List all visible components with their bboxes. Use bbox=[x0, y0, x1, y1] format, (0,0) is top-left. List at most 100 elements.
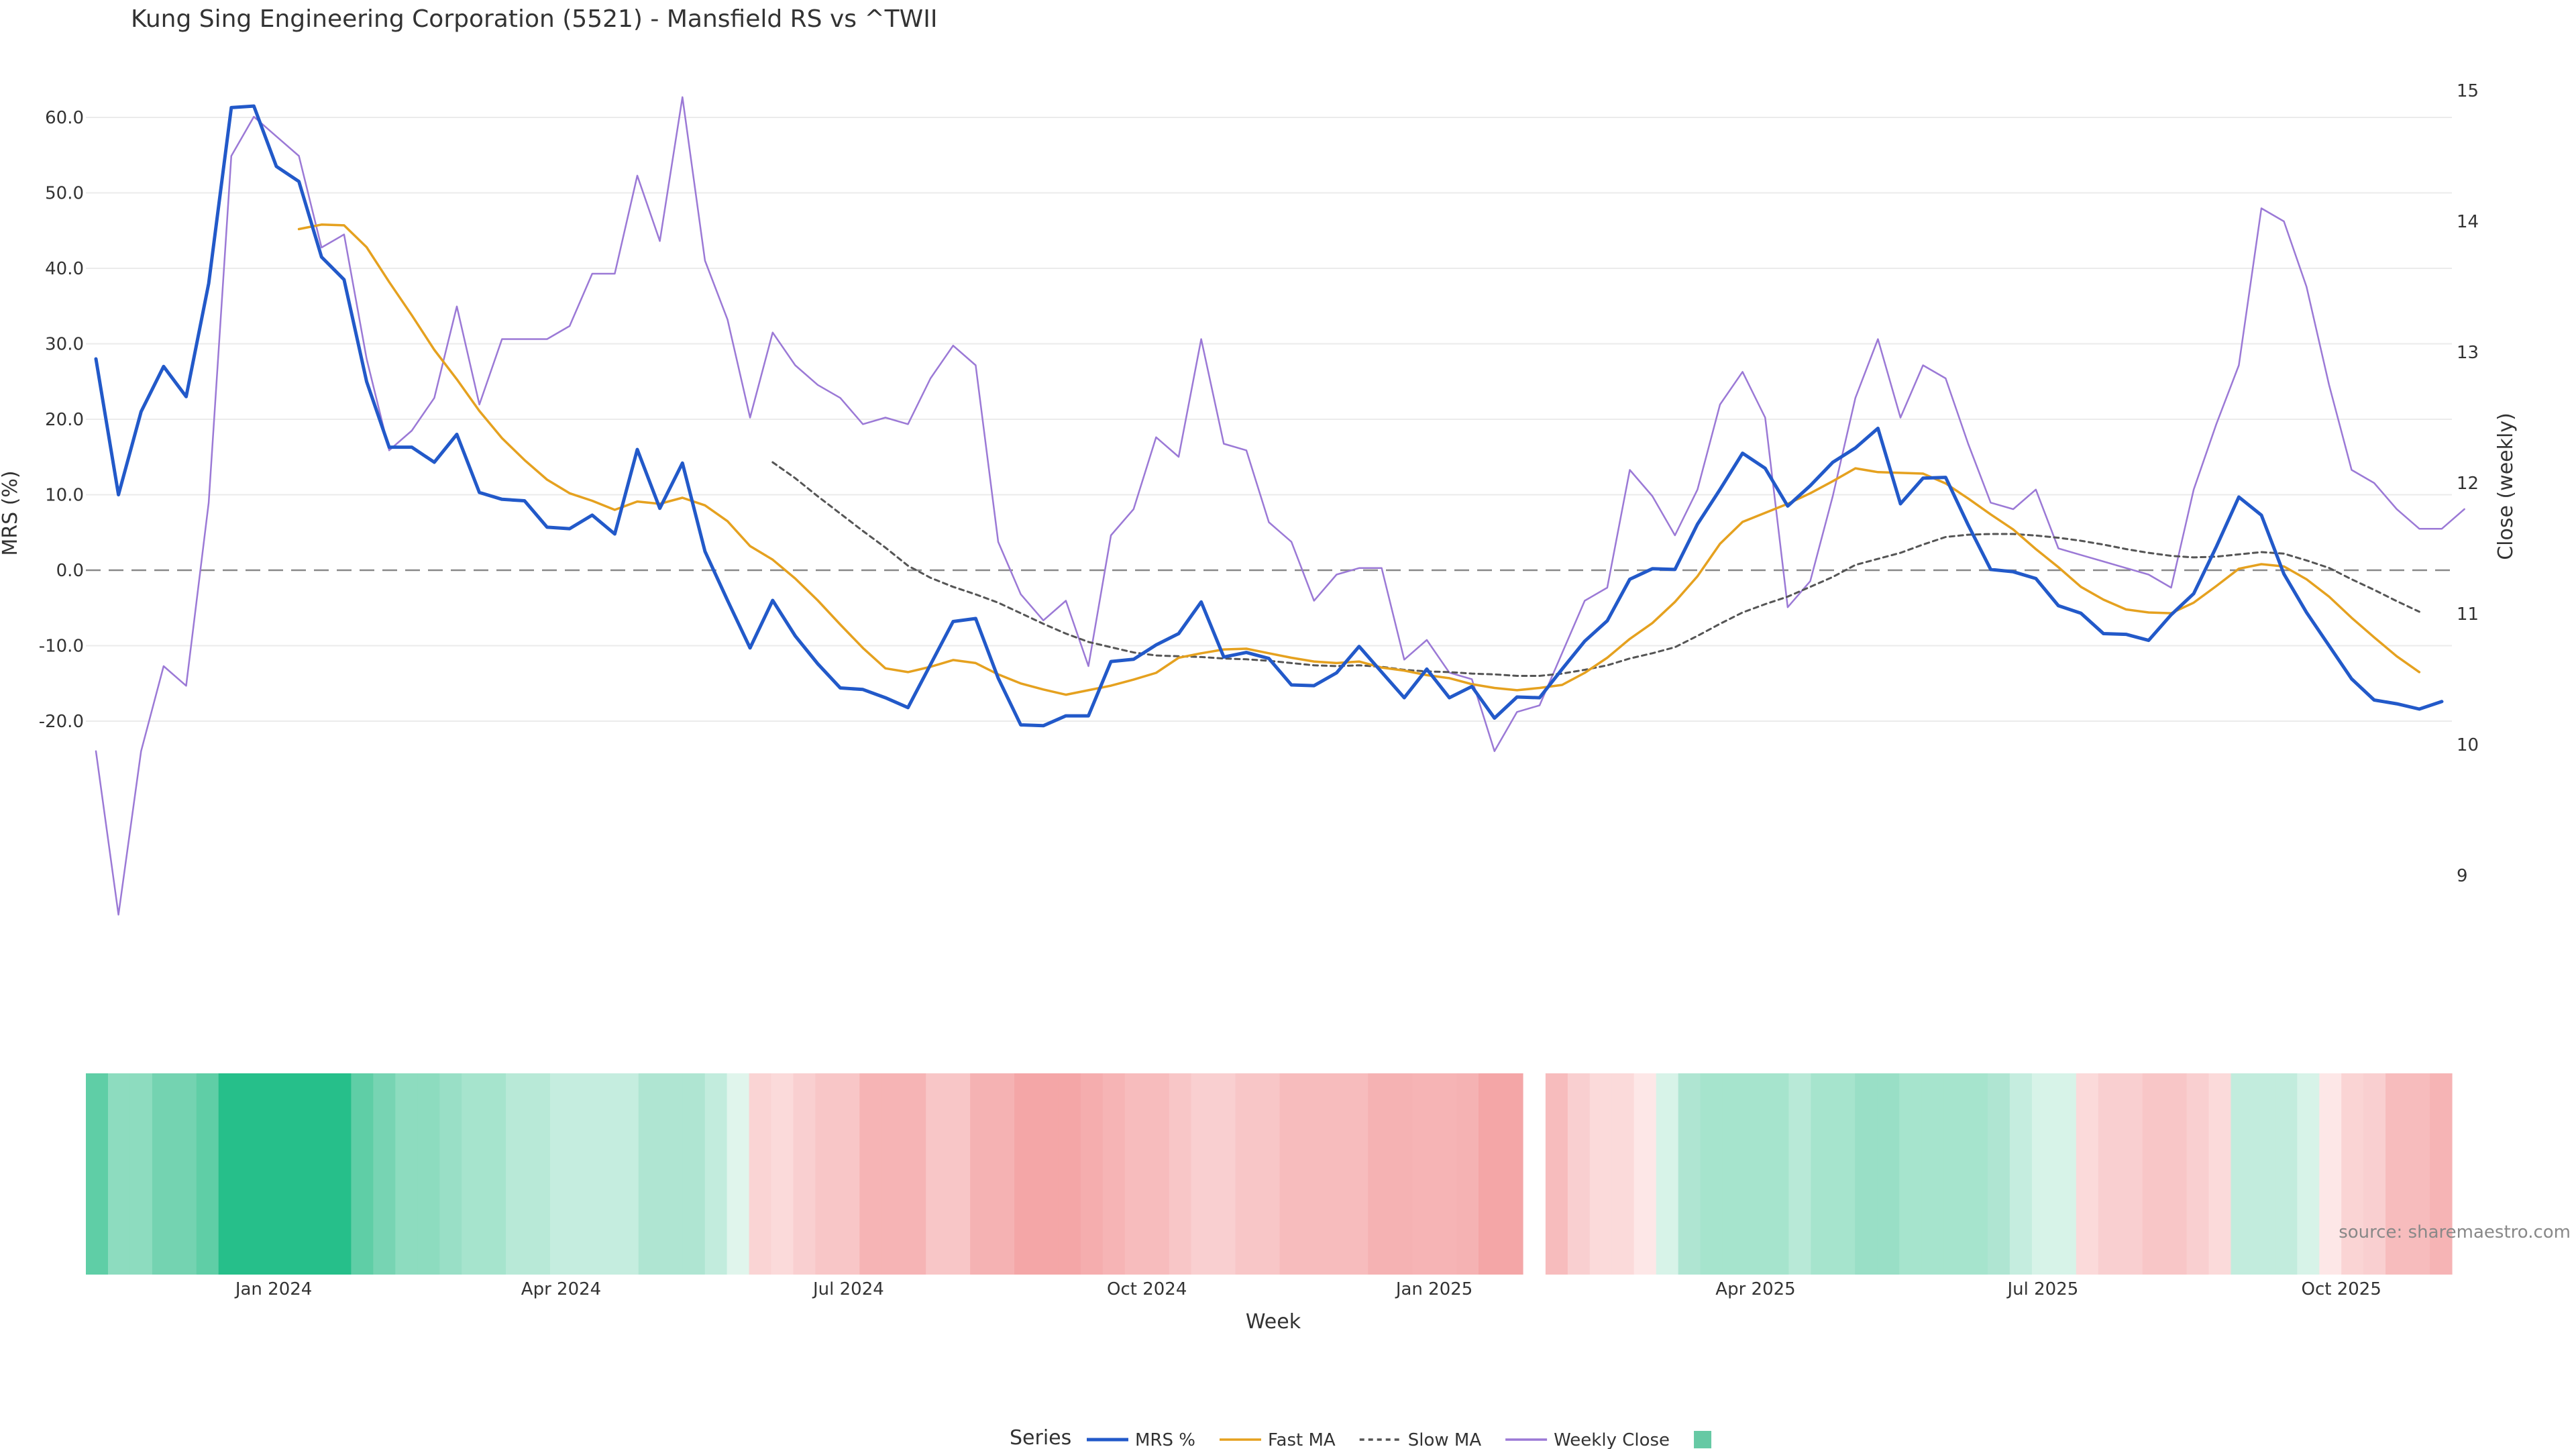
heatmap-cell bbox=[1633, 1073, 1657, 1275]
heatmap-cell bbox=[1877, 1073, 1900, 1275]
heatmap-cell bbox=[638, 1073, 661, 1275]
heatmap-cell bbox=[2120, 1073, 2143, 1275]
x-tick-label: Jan 2025 bbox=[1395, 1279, 1473, 1299]
heatmap-cell bbox=[439, 1073, 462, 1275]
heatmap-cell bbox=[2430, 1073, 2453, 1275]
heatmap-cell bbox=[1678, 1073, 1701, 1275]
heatmap-cell bbox=[727, 1073, 750, 1275]
heatmap-cell bbox=[1722, 1073, 1746, 1275]
heatmap-cell bbox=[1146, 1073, 1170, 1275]
heatmap-cell bbox=[528, 1073, 551, 1275]
heatmap-cell bbox=[904, 1073, 926, 1275]
heatmap-cell bbox=[1833, 1073, 1856, 1275]
heatmap-cell bbox=[749, 1073, 772, 1275]
series-lines bbox=[94, 96, 2465, 916]
heatmap-cell bbox=[837, 1073, 860, 1275]
x-tick-label: Jul 2025 bbox=[2006, 1279, 2078, 1299]
heatmap-cell bbox=[1788, 1073, 1811, 1275]
heatmap-cell bbox=[881, 1073, 904, 1275]
right-tick-label: 14 bbox=[2457, 212, 2479, 232]
heatmap-cell bbox=[1589, 1073, 1613, 1275]
left-tick-label: 50.0 bbox=[45, 184, 84, 204]
legend-label: Fast MA bbox=[1268, 1430, 1336, 1449]
heatmap-cell bbox=[2385, 1073, 2408, 1275]
heatmap-cell bbox=[196, 1073, 219, 1275]
heatmap-cell bbox=[1301, 1073, 1324, 1275]
left-axis-title: MRS (%) bbox=[0, 470, 22, 555]
heatmap-cell bbox=[1169, 1073, 1192, 1275]
heatmap-cell bbox=[948, 1073, 971, 1275]
heatmap-cell bbox=[240, 1073, 264, 1275]
heatmap-cell bbox=[2009, 1073, 2033, 1275]
x-tick-label: Oct 2024 bbox=[1107, 1279, 1187, 1299]
left-tick-label: 20.0 bbox=[45, 410, 84, 430]
heatmap-cell bbox=[2164, 1073, 2188, 1275]
heatmap-cell bbox=[2186, 1073, 2210, 1275]
heatmap-cell bbox=[1235, 1073, 1258, 1275]
heatmap-cell bbox=[2341, 1073, 2364, 1275]
heatmap-cell bbox=[1324, 1073, 1346, 1275]
right-tick-label: 9 bbox=[2457, 866, 2468, 886]
heatmap-cell bbox=[506, 1073, 529, 1275]
left-tick-label: -20.0 bbox=[39, 712, 84, 732]
right-tick-label: 11 bbox=[2457, 604, 2479, 625]
left-tick-label: 0.0 bbox=[56, 561, 84, 581]
heatmap-cell bbox=[351, 1073, 374, 1275]
right-axis-title: Close (weekly) bbox=[2494, 413, 2518, 560]
heatmap-cell bbox=[1279, 1073, 1303, 1275]
x-tick-label: Apr 2024 bbox=[521, 1279, 601, 1299]
heatmap-cell bbox=[970, 1073, 993, 1275]
heatmap-cell bbox=[2053, 1073, 2077, 1275]
heatmap-cell bbox=[129, 1073, 153, 1275]
heatmap-cell bbox=[307, 1073, 330, 1275]
heatmap-cell bbox=[1943, 1073, 1966, 1275]
heatmap-cell bbox=[1014, 1073, 1037, 1275]
legend-label: Weekly Close bbox=[1554, 1430, 1670, 1449]
heatmap-cell bbox=[1124, 1073, 1148, 1275]
heatmap-cell bbox=[2363, 1073, 2386, 1275]
heatmap-cell bbox=[594, 1073, 617, 1275]
heatmap-cell bbox=[2275, 1073, 2298, 1275]
heatmap-cell bbox=[2031, 1073, 2055, 1275]
mrs-heatmap-strip bbox=[86, 1073, 2453, 1275]
x-tick-label: Jan 2024 bbox=[234, 1279, 313, 1299]
left-tick-label: 60.0 bbox=[45, 108, 84, 128]
x-tick-label: Jul 2024 bbox=[812, 1279, 884, 1299]
heatmap-cell bbox=[1058, 1073, 1081, 1275]
heatmap-cell bbox=[992, 1073, 1015, 1275]
right-tick-label: 13 bbox=[2457, 343, 2479, 363]
heatmap-cell bbox=[1545, 1073, 1568, 1275]
heatmap-cell bbox=[1036, 1073, 1059, 1275]
series-line-slow-ma bbox=[771, 461, 2420, 677]
heatmap-cell bbox=[484, 1073, 506, 1275]
heatmap-cell bbox=[815, 1073, 838, 1275]
heatmap-cell bbox=[1567, 1073, 1591, 1275]
left-tick-label: 10.0 bbox=[45, 486, 84, 506]
legend-swatch-heatmap bbox=[1694, 1431, 1712, 1448]
heatmap-cell bbox=[1257, 1073, 1281, 1275]
heatmap-cell bbox=[1080, 1073, 1104, 1275]
heatmap-cell bbox=[218, 1073, 241, 1275]
series-line-mrs bbox=[94, 104, 2444, 728]
heatmap-cell bbox=[2098, 1073, 2121, 1275]
right-tick-label: 10 bbox=[2457, 735, 2479, 755]
x-axis-ticks: Jan 2024 Apr 2024 Jul 2024 Oct 2024 Jan 2025… bbox=[234, 1279, 2381, 1299]
heatmap-cell bbox=[1102, 1073, 1126, 1275]
heatmap-cell bbox=[1899, 1073, 1922, 1275]
heatmap-cell bbox=[1811, 1073, 1833, 1275]
series-line-fast-ma bbox=[297, 223, 2421, 696]
heatmap-cell bbox=[417, 1073, 440, 1275]
heatmap-cell bbox=[859, 1073, 882, 1275]
heatmap-cell bbox=[1412, 1073, 1435, 1275]
left-tick-label: 30.0 bbox=[45, 335, 84, 355]
heatmap-cell bbox=[395, 1073, 418, 1275]
heatmap-cell bbox=[2076, 1073, 2099, 1275]
heatmap-cell bbox=[2408, 1073, 2430, 1275]
heatmap-cell bbox=[572, 1073, 595, 1275]
heatmap-cell bbox=[462, 1073, 484, 1275]
x-tick-label: Apr 2025 bbox=[1715, 1279, 1795, 1299]
legend-label: MRS % bbox=[1135, 1430, 1195, 1449]
heatmap-cell bbox=[1855, 1073, 1878, 1275]
heatmap-cell bbox=[108, 1073, 131, 1275]
heatmap-cell bbox=[174, 1073, 197, 1275]
